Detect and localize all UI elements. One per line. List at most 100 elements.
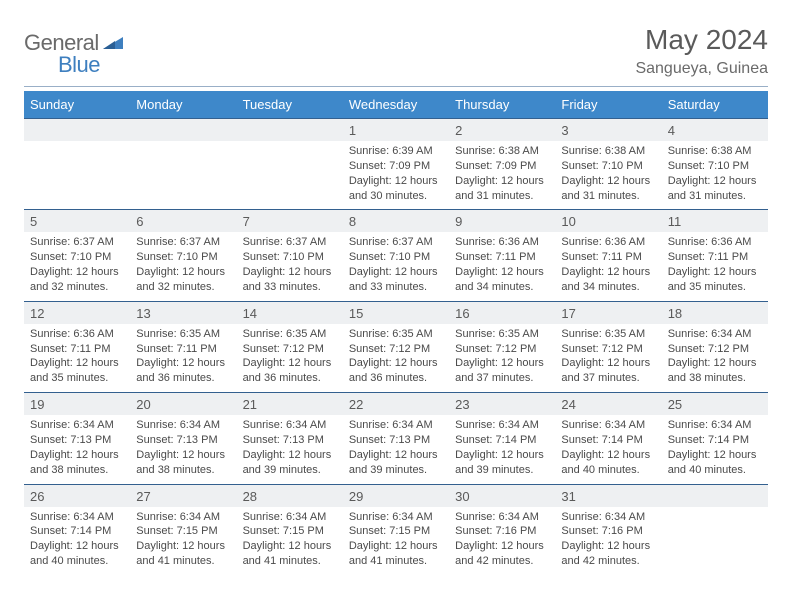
day-number-cell: 25 [662,393,768,416]
logo-word-2: Blue [58,52,100,78]
sunset-line: Sunset: 7:13 PM [349,433,443,448]
daylight-line: Daylight: 12 hours and 40 minutes. [30,539,124,569]
sunrise-line: Sunrise: 6:38 AM [668,144,762,159]
sunrise-line: Sunrise: 6:36 AM [30,327,124,342]
sunset-line: Sunset: 7:12 PM [561,342,655,357]
day-details-cell: Sunrise: 6:35 AMSunset: 7:12 PMDaylight:… [343,324,449,393]
day-details-cell: Sunrise: 6:37 AMSunset: 7:10 PMDaylight:… [237,232,343,301]
daylight-line: Daylight: 12 hours and 37 minutes. [561,356,655,386]
daylight-line: Daylight: 12 hours and 36 minutes. [136,356,230,386]
day-details-cell: Sunrise: 6:35 AMSunset: 7:12 PMDaylight:… [555,324,661,393]
sunrise-line: Sunrise: 6:35 AM [455,327,549,342]
sunset-line: Sunset: 7:12 PM [455,342,549,357]
day-number-cell [662,484,768,507]
day-details-cell: Sunrise: 6:37 AMSunset: 7:10 PMDaylight:… [130,232,236,301]
sunrise-line: Sunrise: 6:34 AM [561,510,655,525]
daylight-line: Daylight: 12 hours and 36 minutes. [243,356,337,386]
daylight-line: Daylight: 12 hours and 42 minutes. [561,539,655,569]
header: General Blue May 2024 Sangueya, Guinea [24,24,768,78]
sunset-line: Sunset: 7:15 PM [349,524,443,539]
sunset-line: Sunset: 7:10 PM [243,250,337,265]
daylight-line: Daylight: 12 hours and 31 minutes. [668,174,762,204]
day-number-cell: 11 [662,210,768,233]
day-header-row: SundayMondayTuesdayWednesdayThursdayFrid… [24,91,768,119]
day-header: Saturday [662,91,768,119]
day-number-cell: 8 [343,210,449,233]
week-number-row: 262728293031 [24,484,768,507]
sunrise-line: Sunrise: 6:34 AM [349,418,443,433]
day-number-cell: 9 [449,210,555,233]
daylight-line: Daylight: 12 hours and 30 minutes. [349,174,443,204]
location-label: Sangueya, Guinea [635,60,768,78]
sunset-line: Sunset: 7:11 PM [561,250,655,265]
sunrise-line: Sunrise: 6:34 AM [455,510,549,525]
day-details-cell: Sunrise: 6:37 AMSunset: 7:10 PMDaylight:… [24,232,130,301]
day-details-cell [24,141,130,210]
sunrise-line: Sunrise: 6:37 AM [136,235,230,250]
day-number-cell: 18 [662,301,768,324]
sunrise-line: Sunrise: 6:34 AM [243,510,337,525]
daylight-line: Daylight: 12 hours and 41 minutes. [349,539,443,569]
day-header: Thursday [449,91,555,119]
day-details-cell: Sunrise: 6:35 AMSunset: 7:12 PMDaylight:… [237,324,343,393]
sunset-line: Sunset: 7:10 PM [668,159,762,174]
day-number-cell: 20 [130,393,236,416]
daylight-line: Daylight: 12 hours and 39 minutes. [349,448,443,478]
sunrise-line: Sunrise: 6:35 AM [561,327,655,342]
sunrise-line: Sunrise: 6:34 AM [30,510,124,525]
sunrise-line: Sunrise: 6:34 AM [455,418,549,433]
day-header: Sunday [24,91,130,119]
day-details-cell: Sunrise: 6:34 AMSunset: 7:14 PMDaylight:… [555,415,661,484]
sunset-line: Sunset: 7:13 PM [243,433,337,448]
sunset-line: Sunset: 7:09 PM [455,159,549,174]
sunset-line: Sunset: 7:12 PM [668,342,762,357]
day-header: Friday [555,91,661,119]
sunset-line: Sunset: 7:14 PM [668,433,762,448]
day-number-cell: 10 [555,210,661,233]
sunset-line: Sunset: 7:10 PM [349,250,443,265]
sunset-line: Sunset: 7:11 PM [136,342,230,357]
day-header: Tuesday [237,91,343,119]
week-number-row: 567891011 [24,210,768,233]
day-details-cell: Sunrise: 6:34 AMSunset: 7:16 PMDaylight:… [449,507,555,575]
calendar-body: 1234 Sunrise: 6:39 AMSunset: 7:09 PMDayl… [24,119,768,575]
day-number-cell: 12 [24,301,130,324]
daylight-line: Daylight: 12 hours and 33 minutes. [349,265,443,295]
day-details-cell: Sunrise: 6:34 AMSunset: 7:16 PMDaylight:… [555,507,661,575]
day-details-cell: Sunrise: 6:34 AMSunset: 7:13 PMDaylight:… [237,415,343,484]
sunrise-line: Sunrise: 6:38 AM [455,144,549,159]
sunrise-line: Sunrise: 6:34 AM [136,418,230,433]
calendar-table: SundayMondayTuesdayWednesdayThursdayFrid… [24,91,768,575]
daylight-line: Daylight: 12 hours and 36 minutes. [349,356,443,386]
day-details-cell: Sunrise: 6:35 AMSunset: 7:11 PMDaylight:… [130,324,236,393]
week-details-row: Sunrise: 6:34 AMSunset: 7:13 PMDaylight:… [24,415,768,484]
day-number-cell: 16 [449,301,555,324]
sunrise-line: Sunrise: 6:37 AM [243,235,337,250]
day-number-cell: 6 [130,210,236,233]
sunset-line: Sunset: 7:10 PM [561,159,655,174]
day-number-cell: 19 [24,393,130,416]
calendar-page: General Blue May 2024 Sangueya, Guinea S… [0,0,792,585]
sunrise-line: Sunrise: 6:38 AM [561,144,655,159]
sunrise-line: Sunrise: 6:34 AM [30,418,124,433]
day-details-cell [130,141,236,210]
day-details-cell [662,507,768,575]
day-number-cell: 27 [130,484,236,507]
sunrise-line: Sunrise: 6:34 AM [668,327,762,342]
day-number-cell: 15 [343,301,449,324]
day-details-cell: Sunrise: 6:35 AMSunset: 7:12 PMDaylight:… [449,324,555,393]
sunrise-line: Sunrise: 6:34 AM [243,418,337,433]
day-details-cell [237,141,343,210]
sunset-line: Sunset: 7:13 PM [30,433,124,448]
sunrise-line: Sunrise: 6:34 AM [561,418,655,433]
day-number-cell: 23 [449,393,555,416]
week-details-row: Sunrise: 6:36 AMSunset: 7:11 PMDaylight:… [24,324,768,393]
day-header: Wednesday [343,91,449,119]
day-details-cell: Sunrise: 6:34 AMSunset: 7:13 PMDaylight:… [343,415,449,484]
sunrise-line: Sunrise: 6:36 AM [561,235,655,250]
day-number-cell: 4 [662,119,768,142]
sunset-line: Sunset: 7:15 PM [136,524,230,539]
day-number-cell [24,119,130,142]
day-number-cell: 3 [555,119,661,142]
week-details-row: Sunrise: 6:34 AMSunset: 7:14 PMDaylight:… [24,507,768,575]
